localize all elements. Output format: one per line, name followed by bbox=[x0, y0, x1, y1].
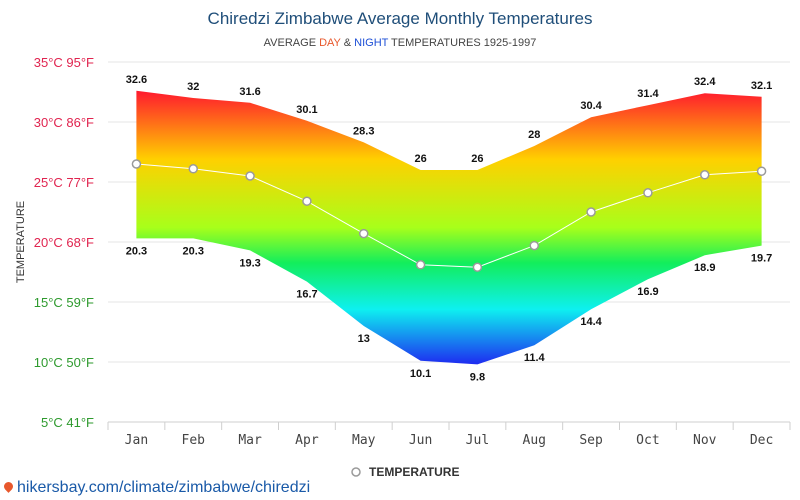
day-value-label: 32.1 bbox=[751, 80, 772, 92]
night-value-label: 14.4 bbox=[580, 316, 602, 328]
x-axis: Jan Feb Mar Apr May Jun Jul Aug Sep Oct Nov Dec bbox=[107, 421, 791, 448]
day-value-label: 28.3 bbox=[353, 125, 374, 137]
temperature-point bbox=[472, 262, 483, 272]
day-value-label: 32.4 bbox=[694, 76, 716, 88]
day-value-label: 28 bbox=[528, 129, 540, 141]
day-value-label: 26 bbox=[414, 153, 426, 165]
day-value-label: 32 bbox=[187, 81, 199, 93]
day-value-label: 31.6 bbox=[239, 86, 260, 98]
subtitle-prefix: AVERAGE bbox=[264, 37, 319, 49]
x-tick-label: May bbox=[352, 433, 376, 448]
night-value-label: 16.7 bbox=[296, 289, 317, 301]
night-value-label: 16.9 bbox=[637, 286, 658, 298]
temperature-point bbox=[700, 170, 710, 180]
y-axis-title: TEMPERATURE bbox=[15, 201, 27, 283]
legend-label: TEMPERATURE bbox=[369, 465, 459, 479]
x-tick-label: Jun bbox=[409, 433, 432, 448]
night-value-labels: 20.3 20.3 19.3 16.7 13 10.1 9.8 11.4 14.4 16.9 18.… bbox=[126, 245, 773, 383]
temperature-point bbox=[415, 260, 426, 270]
temperature-point bbox=[245, 171, 255, 181]
temperature-point bbox=[302, 196, 312, 206]
temperature-point bbox=[359, 228, 369, 239]
subtitle-mid: & bbox=[341, 37, 354, 49]
x-tick-label: Apr bbox=[295, 433, 319, 448]
y-tick-label: 10°C 50°F bbox=[34, 355, 94, 370]
legend-marker-icon bbox=[351, 467, 361, 477]
night-value-label: 13 bbox=[358, 333, 370, 345]
x-tick-label: Sep bbox=[579, 433, 603, 448]
footer-text: hikersbay.com/climate/zimbabwe/chiredzi bbox=[17, 479, 311, 496]
y-tick-label: 35°C 95°F bbox=[34, 55, 94, 70]
subtitle-day: DAY bbox=[319, 37, 341, 49]
chart-subtitle: AVERAGE DAY & NIGHT TEMPERATURES 1925-19… bbox=[264, 37, 537, 49]
night-value-label: 19.7 bbox=[751, 253, 772, 265]
legend[interactable]: TEMPERATURE bbox=[351, 465, 459, 479]
y-tick-label: 20°C 68°F bbox=[34, 235, 94, 250]
y-axis: 35°C 95°F 30°C 86°F 25°C 77°F 20°C 68°F 15°C… bbox=[34, 55, 94, 430]
y-tick-label: 25°C 77°F bbox=[34, 175, 94, 190]
night-value-label: 20.3 bbox=[183, 245, 204, 257]
subtitle-suffix: TEMPERATURES 1925-1997 bbox=[388, 37, 536, 49]
night-value-label: 18.9 bbox=[694, 262, 715, 274]
x-tick-label: Aug bbox=[523, 433, 546, 448]
x-tick-label: Dec bbox=[750, 433, 773, 448]
day-night-band bbox=[136, 90, 762, 365]
temperature-point bbox=[529, 240, 539, 251]
night-value-label: 11.4 bbox=[524, 352, 546, 364]
subtitle-night: NIGHT bbox=[354, 37, 389, 49]
night-value-label: 9.8 bbox=[470, 371, 485, 383]
night-value-label: 20.3 bbox=[126, 245, 147, 257]
day-value-label: 30.1 bbox=[296, 104, 317, 116]
day-value-label: 32.6 bbox=[126, 74, 147, 86]
x-tick-label: Jan bbox=[125, 433, 148, 448]
x-tick-label: Mar bbox=[238, 433, 262, 448]
temperature-point bbox=[586, 207, 596, 217]
x-tick-label: Feb bbox=[182, 433, 206, 448]
y-tick-label: 30°C 86°F bbox=[34, 115, 94, 130]
night-value-label: 10.1 bbox=[410, 368, 431, 380]
y-tick-label: 5°C 41°F bbox=[41, 415, 94, 430]
y-tick-label: 15°C 59°F bbox=[34, 295, 94, 310]
temperature-point bbox=[131, 159, 142, 169]
temperature-point bbox=[643, 188, 653, 198]
day-value-label: 26 bbox=[471, 153, 483, 165]
temperature-line bbox=[136, 163, 762, 268]
night-value-label: 19.3 bbox=[239, 257, 260, 269]
temperature-point bbox=[188, 164, 198, 174]
temperature-point bbox=[756, 166, 767, 176]
footer-link[interactable]: hikersbay.com/climate/zimbabwe/chiredzi bbox=[2, 479, 311, 497]
location-pin-icon bbox=[2, 480, 15, 493]
day-value-labels: 32.6 32 31.6 30.1 28.3 26 26 28 30.4 31.4 32.4 32.1 bbox=[126, 74, 773, 165]
day-value-label: 30.4 bbox=[580, 100, 602, 112]
day-value-label: 31.4 bbox=[637, 88, 659, 100]
x-tick-label: Oct bbox=[636, 433, 659, 448]
temperature-points bbox=[131, 159, 767, 272]
x-tick-label: Jul bbox=[466, 433, 489, 448]
chart-title: Chiredzi Zimbabwe Average Monthly Temper… bbox=[208, 9, 593, 28]
x-tick-label: Nov bbox=[693, 433, 717, 448]
